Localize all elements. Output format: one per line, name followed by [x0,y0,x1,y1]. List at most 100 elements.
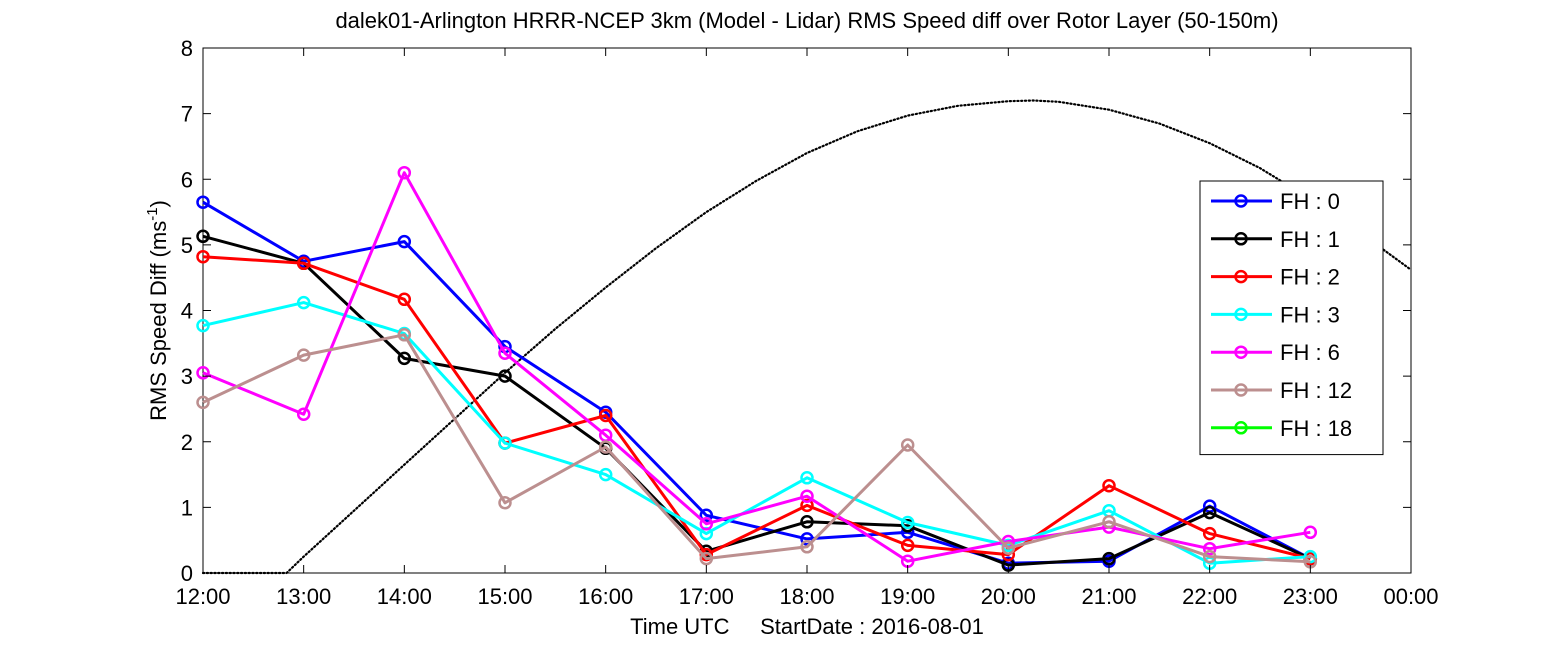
x-tick-label: 23:00 [1283,584,1338,609]
series-line [202,171,1311,563]
data-point [699,508,714,523]
data-point [598,467,613,482]
legend-marker [1234,232,1248,246]
legend-marker [1234,269,1248,284]
legend-label: FH : 0 [1280,189,1340,214]
data-point [1102,478,1116,493]
y-axis-label: RMS Speed Diff (ms-1) [144,200,171,421]
legend-marker [1234,307,1248,322]
data-point [900,515,915,530]
legend-label: FH : 2 [1280,265,1340,290]
legend-marker [1234,194,1248,208]
data-point [1001,541,1016,555]
data-point [498,369,512,383]
data-point [296,407,311,421]
data-point [196,195,210,209]
data-point [598,408,613,423]
series-line [202,234,1311,567]
data-point [1303,525,1318,540]
y-tick-label: 8 [181,36,193,61]
data-point [800,532,814,546]
legend-entry: FH : 1 [1211,227,1340,252]
x-tick-label: 16:00 [578,584,633,609]
data-point [296,295,311,310]
x-tick-label: 19:00 [880,584,935,609]
data-point [1202,505,1217,520]
data-point [900,438,915,452]
y-tick-label: 2 [181,430,193,455]
x-tick-label: 18:00 [779,584,834,609]
data-point [397,328,412,342]
data-point [699,517,714,531]
legend-label: FH : 1 [1280,227,1340,252]
data-point [800,540,814,554]
x-axis-label: Time UTC StartDate : 2016-08-01 [630,614,984,639]
data-point [1303,549,1318,564]
data-point [397,292,412,307]
data-point [196,318,210,333]
series-layer [196,165,1318,572]
legend-entry: FH : 3 [1211,302,1340,327]
legend-entry: FH : 6 [1211,340,1340,365]
data-point [196,395,210,410]
y-tick-label: 1 [181,495,193,520]
legend: FH : 0 FH : 1 FH : 2 FH : 3 FH : 6 FH : 12 FH … [1199,180,1384,456]
legend-entry: FH : 0 [1211,189,1340,214]
y-axis-label-end: ) [146,200,171,207]
data-point [900,538,915,553]
y-axis-label-superscript: -1 [144,207,161,220]
data-point [800,515,814,529]
y-tick-label: 3 [181,364,193,389]
legend-marker [1234,421,1248,435]
x-tick-label: 20:00 [981,584,1036,609]
data-point [498,436,512,450]
legend-marker [1234,383,1248,397]
data-point [699,551,714,566]
y-tick-label: 6 [181,167,193,192]
chart-title: dalek01-Arlington HRRR-NCEP 3km (Model -… [335,8,1278,33]
axis-layer: 12:00 13:00 14:00 15:00 16:00 17:00 18:00 19:00… [175,36,1438,609]
series-6-group [196,328,1318,569]
legend-label: FH : 12 [1280,378,1352,403]
legend-box [1199,180,1384,456]
x-tick-label: 21:00 [1081,584,1136,609]
x-tick-label: 12:00 [175,584,230,609]
data-point [598,440,613,454]
series-3-group [196,249,1318,566]
data-point [1102,515,1116,529]
x-tick-label: 13:00 [276,584,331,609]
y-axis-label-main: RMS Speed Diff (ms [146,221,171,421]
legend-entry: FH : 12 [1211,378,1352,403]
data-point [296,256,311,271]
y-tick-label: 4 [181,299,193,324]
dotted-reference-curve-layer [201,99,1413,575]
legend-label: FH : 3 [1280,302,1340,327]
legend-label: FH : 18 [1280,416,1352,441]
data-point [397,165,412,180]
y-tick-label: 0 [181,561,193,586]
data-point [800,489,814,503]
data-point [1202,526,1217,541]
data-point [1102,551,1116,566]
data-point [196,229,210,244]
data-point [800,471,814,485]
data-point [196,249,210,264]
series-5-group [196,165,1318,568]
data-point [498,496,512,510]
data-point [800,498,814,513]
series-line [202,255,1311,561]
data-point [498,346,512,360]
data-point [1202,541,1217,556]
dotted-reference-curve [201,99,1413,575]
legend-entry: FH : 18 [1211,416,1352,441]
series-line [202,333,1311,564]
x-tick-label: 22:00 [1182,584,1237,609]
data-point [397,234,412,249]
x-tick-label: 17:00 [679,584,734,609]
data-point [296,348,311,362]
data-point [196,366,210,380]
y-tick-label: 7 [181,102,193,127]
legend-label: FH : 6 [1280,340,1340,365]
